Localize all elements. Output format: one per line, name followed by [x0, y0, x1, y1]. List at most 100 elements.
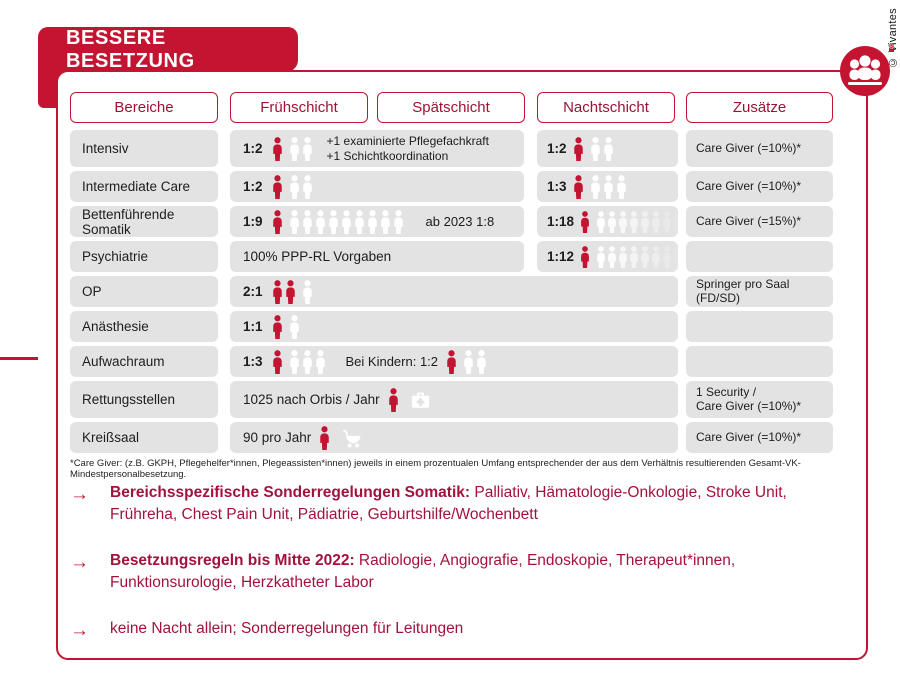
bullet-text: Besetzungsregeln bis Mitte 2022: Radiolo…: [110, 551, 736, 592]
cell-shift-main: 1:2: [230, 171, 524, 202]
person-icon: [663, 245, 671, 268]
registered-mark: ®: [888, 44, 894, 52]
footnote: *Care Giver: (z.B. GKPH, Pflegehelfer*in…: [70, 458, 801, 480]
table-row: Intermediate Care 1:2 1:3 Care Giver (=10…: [70, 171, 833, 202]
person-icon-group: [590, 136, 614, 161]
person-icon: [477, 349, 486, 374]
person-icon: [367, 209, 377, 234]
person-icon-group: [302, 279, 313, 304]
person-icon: [603, 174, 613, 199]
cell-shift-main: 90 pro Jahr: [230, 422, 678, 453]
ratio-value: 1:2: [243, 179, 263, 194]
person-icon: [272, 349, 282, 374]
person-icon: [272, 279, 282, 304]
column-header-3: Spätschicht: [377, 92, 525, 123]
ratio-value: 2:1: [243, 284, 263, 299]
cell-shift-main: 1025 nach Orbis / Jahr: [230, 381, 678, 418]
person-icon: [619, 245, 627, 268]
person-icon: [603, 136, 613, 161]
person-icon-group: [272, 314, 283, 339]
cell-zusaetze: 1 Security / Care Giver (=10%)*: [686, 381, 833, 418]
person-icon-group: [590, 174, 627, 199]
person-icon: [590, 174, 600, 199]
person-icon: [315, 349, 325, 374]
person-icon-group: [272, 209, 283, 234]
cell-bereich: Bettenführende Somatik: [70, 206, 218, 237]
column-header-2: Frühschicht: [230, 92, 368, 123]
staffing-table: Intensiv 1:2 +1 examinierte Pflegefachkra…: [70, 130, 833, 457]
person-icon: [289, 136, 299, 161]
people-group-icon: [848, 55, 882, 85]
bullet-item: → Bereichsspezifische Sonderregelungen So…: [70, 482, 850, 527]
person-icon: [393, 209, 403, 234]
person-icon: [302, 174, 312, 199]
table-row: Psychiatrie 100% PPP-RL Vorgaben 1:12: [70, 241, 833, 272]
person-icon-group: [573, 136, 584, 161]
person-icon: [320, 425, 330, 450]
column-header-row: Bereiche Frühschicht Spätschicht Nachtschic…: [70, 92, 833, 123]
person-icon: [341, 209, 351, 234]
cell-shift-main: 1:3 Bei Kindern: 1:2: [230, 346, 678, 377]
table-row: Bettenführende Somatik 1:9 ab 2023 1:8 1:1…: [70, 206, 833, 237]
table-row: Intensiv 1:2 +1 examinierte Pflegefachkra…: [70, 130, 833, 167]
arrow-icon: →: [70, 551, 89, 573]
person-icon: [608, 245, 616, 268]
bullet-item: → keine Nacht allein; Sonderregelungen fü…: [70, 618, 850, 644]
person-icon: [641, 210, 649, 233]
person-icon-group: [272, 349, 283, 374]
title-banner: BESSERE BESETZUNG: [38, 27, 298, 72]
cell-nachtschicht: 1:18: [537, 206, 678, 237]
first-aid-case-icon: [411, 391, 430, 409]
person-icon: [272, 136, 282, 161]
person-icon-group: [289, 136, 313, 161]
person-icon: [354, 209, 364, 234]
cell-bereich: Aufwachraum: [70, 346, 218, 377]
person-icon: [289, 314, 299, 339]
cell-zusaetze: [686, 241, 833, 272]
person-icon-group: [596, 245, 678, 269]
person-icon: [302, 349, 312, 374]
person-icon-group: [463, 349, 487, 374]
person-icon: [380, 209, 390, 234]
cell-bereich: Anästhesie: [70, 311, 218, 342]
person-icon: [630, 210, 638, 233]
person-icon: [447, 349, 456, 374]
person-icon: [302, 209, 312, 234]
person-icon: [285, 279, 295, 304]
bullet-list: → Bereichsspezifische Sonderregelungen So…: [70, 482, 850, 667]
cell-nachtschicht: 1:3: [537, 171, 678, 202]
cell-text: 1025 nach Orbis / Jahr: [243, 392, 380, 407]
cell-nachtschicht: 1:12: [537, 241, 678, 272]
person-icon: [289, 174, 299, 199]
person-icon: [674, 245, 678, 268]
cell-zusaetze: Care Giver (=15%)*: [686, 206, 833, 237]
cell-nachtschicht: 1:2: [537, 130, 678, 167]
person-icon-group: [446, 349, 457, 374]
person-icon-group: [596, 210, 678, 234]
cell-shift-main: 1:2 +1 examinierte Pflegefachkraft +1 Sch…: [230, 130, 524, 167]
person-icon: [272, 174, 282, 199]
person-icon: [315, 209, 325, 234]
cell-bereich: Intermediate Care: [70, 171, 218, 202]
cell-shift-main: 2:1: [230, 276, 678, 307]
cell-zusaetze: Springer pro Saal (FD/SD): [686, 276, 833, 307]
cell-bereich: Psychiatrie: [70, 241, 218, 272]
cell-note: ab 2023 1:8: [425, 214, 495, 229]
cell-zusaetze: [686, 346, 833, 377]
person-icon: [590, 136, 600, 161]
person-icon-group: [289, 314, 300, 339]
ratio-value: 1:9: [243, 214, 263, 229]
cell-bereich: Rettungsstellen: [70, 381, 218, 418]
arrow-icon: →: [70, 484, 89, 505]
person-icon: [597, 210, 605, 233]
staffing-panel: Bereiche Frühschicht Spätschicht Nachtschic…: [56, 70, 868, 660]
person-icon: [289, 209, 299, 234]
cell-bereich: Kreißsaal: [70, 422, 218, 453]
person-icon: [302, 279, 312, 304]
cell-text: 90 pro Jahr: [243, 430, 312, 445]
person-icon-group: [388, 387, 399, 412]
person-icon-group: [289, 209, 404, 234]
ratio-value: 1:1: [243, 319, 263, 334]
ratio-value: 1:2: [243, 141, 263, 156]
person-icon: [630, 245, 638, 268]
